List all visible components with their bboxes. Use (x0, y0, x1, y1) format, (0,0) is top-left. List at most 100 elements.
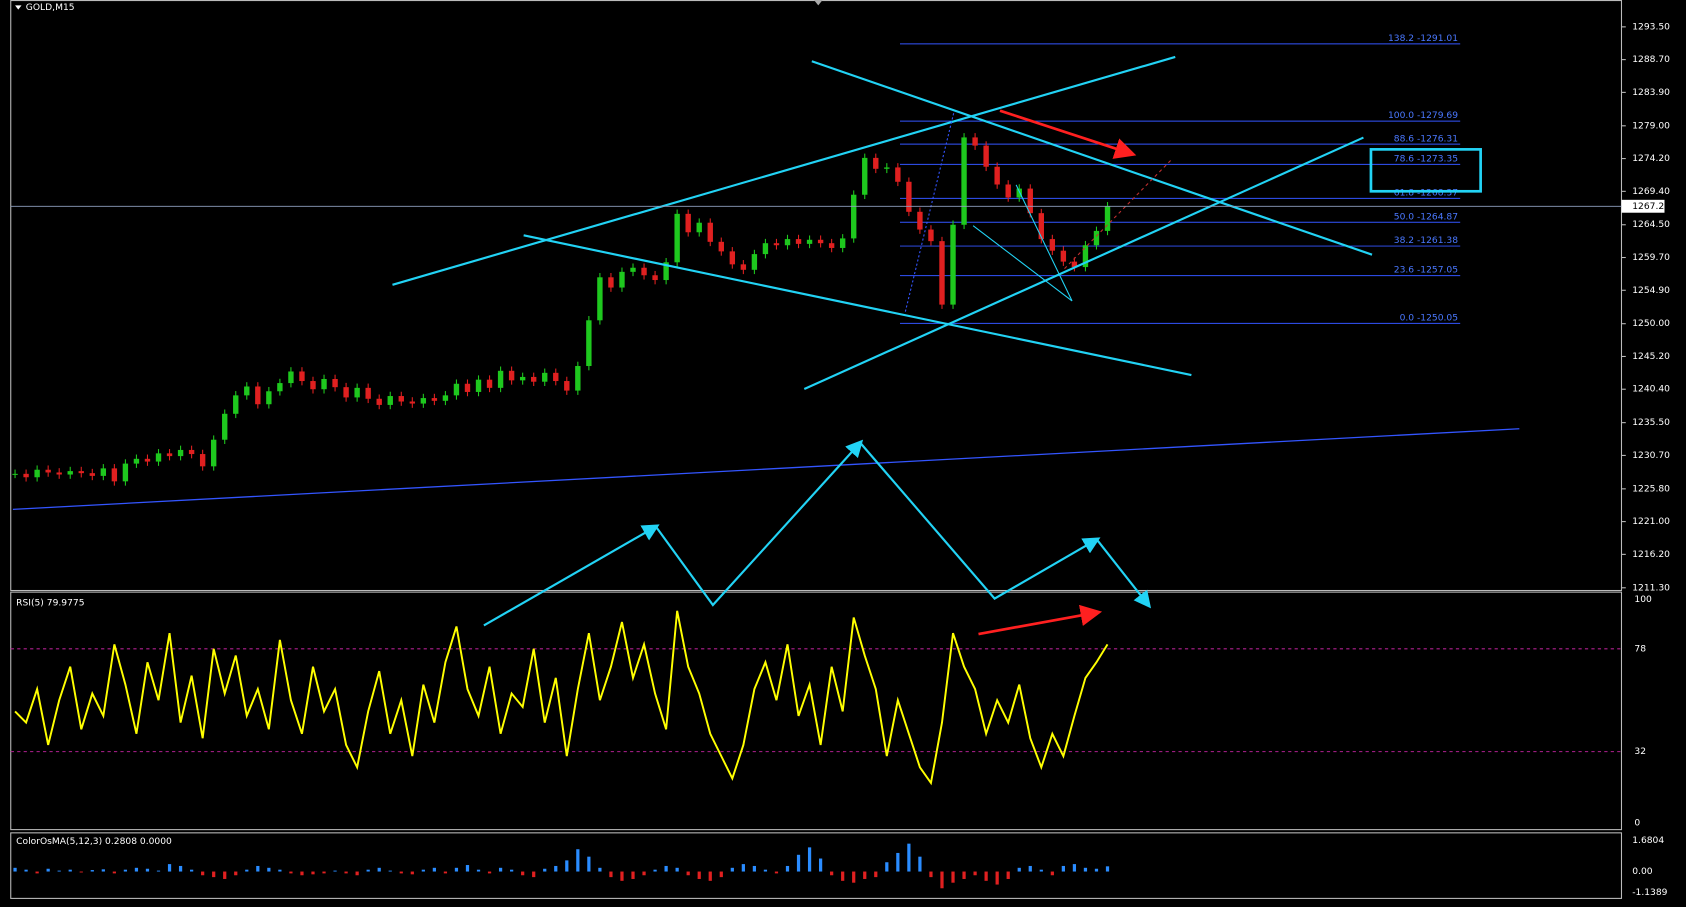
price-tick-label: 1230.70 (1632, 451, 1670, 461)
osma-bar (565, 860, 569, 872)
osma-bar (874, 871, 878, 878)
candle-body (663, 262, 669, 281)
candle-body (89, 473, 95, 476)
osma-bar (267, 867, 271, 872)
osma-bar (951, 871, 955, 883)
candle-body (464, 383, 471, 392)
trendline (1015, 184, 1073, 302)
price-tick-label: 1259.70 (1632, 253, 1670, 263)
candle-body (817, 239, 824, 244)
candle-body (806, 239, 813, 244)
candle-body (575, 366, 581, 391)
zigzag-arrow (859, 442, 1101, 600)
osma-bar (907, 843, 911, 872)
candle-body (1060, 250, 1067, 262)
osma-bar (841, 871, 845, 881)
osma-bar (189, 869, 194, 872)
osma-bar (300, 871, 304, 876)
candle-body (288, 371, 294, 384)
osma-bar (863, 871, 867, 879)
osma-bar (46, 868, 50, 872)
osma-bar (212, 871, 216, 878)
osma-bar (234, 871, 238, 876)
candle-body (641, 267, 647, 276)
candle-body (475, 379, 482, 392)
osma-bar (355, 871, 359, 876)
osma-bar (587, 856, 591, 872)
osma-bar (322, 871, 326, 874)
osma-bar (1105, 866, 1110, 872)
price-tick-label: 1250.00 (1632, 319, 1670, 329)
osma-bar (79, 871, 83, 873)
candle-body (144, 458, 151, 462)
candle-body (78, 471, 84, 474)
candle-body (564, 381, 570, 391)
candle-body (707, 222, 713, 242)
osma-bar (156, 870, 161, 872)
candle-body (321, 378, 327, 390)
osma-bar (796, 854, 801, 872)
rsi-line (14, 610, 1109, 786)
osma-bar (333, 870, 337, 872)
osma-bar (24, 869, 28, 872)
osma-bar (620, 871, 624, 881)
fibonacci-levels: 138.2 -1291.01 100.0 -1279.69 88.6 -1276.3… (899, 34, 1461, 324)
price-tick-label: 1288.70 (1632, 55, 1670, 65)
price-tick-label: 1221.00 (1632, 517, 1670, 527)
osma-panel-frame (10, 832, 1623, 899)
osma-bar (476, 869, 481, 872)
osma-bar (344, 871, 348, 874)
osma-bar (576, 849, 580, 872)
candle-body (608, 277, 614, 288)
osma-bar (730, 867, 734, 872)
osma-bar (454, 867, 459, 872)
osma-tick-label: -1.1389 (1632, 888, 1667, 898)
candle-body (233, 395, 239, 414)
candle-body (486, 379, 493, 388)
menu-arrow[interactable] (15, 5, 22, 10)
candle-body (56, 472, 62, 475)
candle-body (155, 453, 162, 462)
price-tick-label: 1269.40 (1632, 187, 1670, 197)
candle-body (862, 157, 868, 195)
candle-body (1016, 188, 1022, 198)
candle-body (740, 264, 747, 270)
candle-body (45, 469, 51, 473)
candle-body (1071, 261, 1078, 268)
price-tick-label: 1225.80 (1632, 484, 1670, 494)
candle-body (961, 137, 967, 225)
osma-bar (1072, 864, 1077, 872)
osma-bar (178, 865, 183, 872)
osma-bar (962, 871, 966, 879)
osma-bar (521, 871, 525, 876)
trendline (803, 136, 1364, 391)
osma-bar (510, 869, 514, 872)
candle-body (1027, 188, 1033, 214)
price-tick-label: 1211.30 (1632, 583, 1670, 593)
osma-bar (432, 867, 436, 872)
fib-label: 23.6 -1257.05 (1394, 266, 1458, 276)
candle-body (630, 267, 636, 272)
candle-body (895, 167, 901, 182)
candle-body (839, 238, 846, 248)
osma-bar (918, 856, 922, 872)
candle-body (255, 386, 261, 405)
osma-bar (377, 867, 381, 872)
price-tick-label: 1240.40 (1632, 385, 1670, 395)
red-arrow (978, 604, 1103, 636)
osma-bar (101, 869, 105, 872)
fib-label: 138.2 -1291.01 (1388, 34, 1458, 44)
osma-bar (763, 869, 768, 872)
candle-body (828, 243, 835, 248)
candle-body (332, 378, 338, 388)
osma-bar (57, 870, 61, 872)
osma-bar (752, 865, 757, 872)
osma-bar (1006, 871, 1010, 879)
osma-bar (68, 869, 72, 872)
osma-bar (984, 871, 988, 881)
osma-tick-label: 1.6804 (1632, 836, 1664, 846)
osma-bar (609, 871, 613, 878)
candle-body (939, 241, 945, 305)
